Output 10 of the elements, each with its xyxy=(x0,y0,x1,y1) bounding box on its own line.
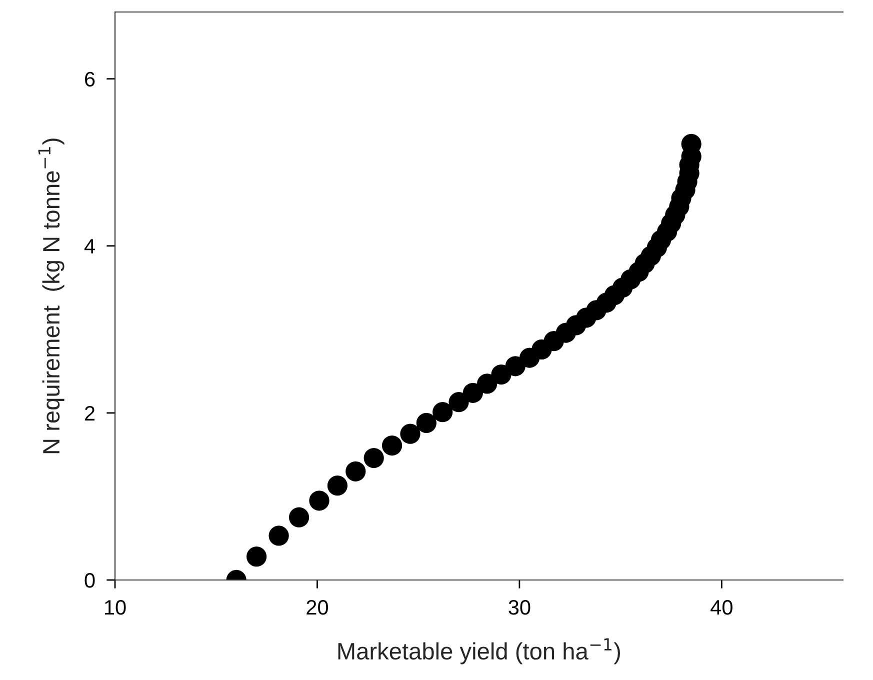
y-axis-title: N requirement (kg N tonne$^{−1}$) xyxy=(38,138,64,454)
y-tick-label: 4 xyxy=(84,239,95,254)
x-tick-label: 20 xyxy=(306,600,328,615)
x-tick-label: 40 xyxy=(710,600,732,615)
y-tick-label: 6 xyxy=(85,72,95,87)
x-tick-label: 30 xyxy=(508,600,530,615)
y-tick-label: 2 xyxy=(85,406,95,420)
x-tick-label: 10 xyxy=(105,600,126,615)
y-tick-label: 0 xyxy=(84,573,95,588)
x-axis-title: Marketable yield (ton ha$^{−1}$) xyxy=(338,638,620,664)
